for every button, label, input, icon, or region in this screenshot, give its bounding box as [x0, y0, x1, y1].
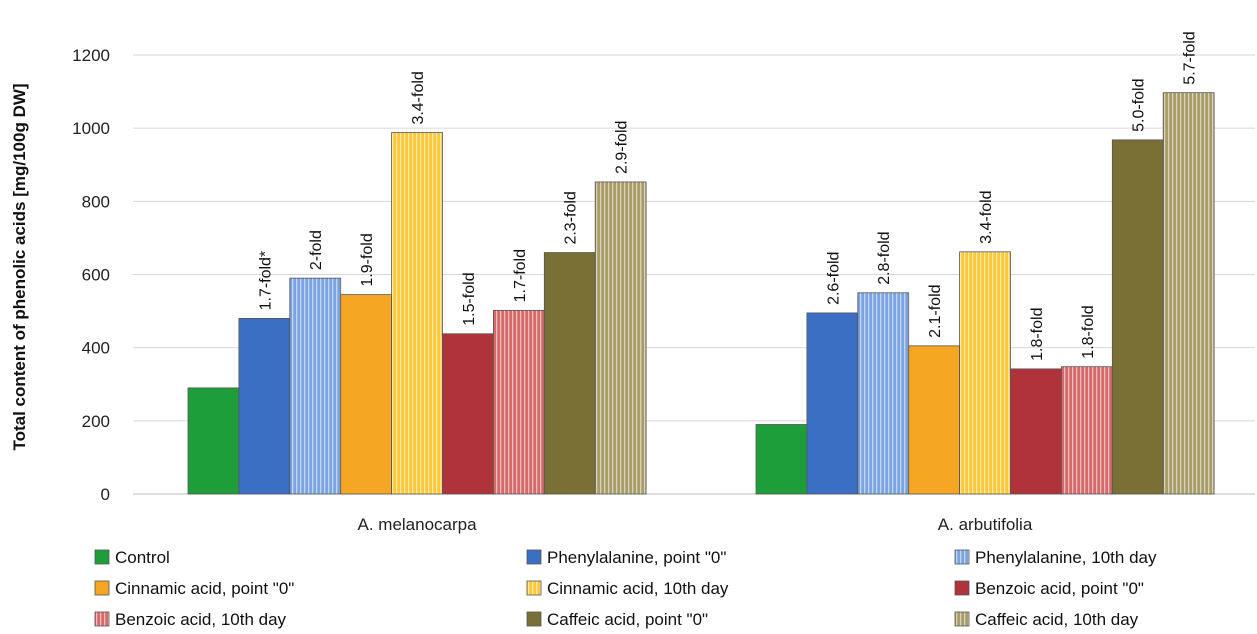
data-label: 2.1-fold — [927, 284, 944, 337]
data-label: 5.0-fold — [1131, 78, 1148, 131]
y-tick-label: 1000 — [72, 119, 110, 138]
bar — [238, 317, 291, 495]
y-tick-label: 600 — [82, 266, 110, 285]
bar — [755, 424, 808, 495]
legend-label: Phenylalanine, 10th day — [975, 548, 1157, 567]
category-label: A. melanocarpa — [358, 515, 478, 534]
bar — [959, 251, 1011, 495]
bar — [289, 277, 342, 495]
data-label: 1.9-fold — [359, 233, 376, 286]
bar — [391, 132, 443, 495]
category-label: A. arbutifolia — [938, 515, 1033, 534]
data-label: 2-fold — [308, 230, 325, 270]
data-label: 5.7-fold — [1182, 31, 1199, 84]
data-label: 1.8-fold — [1080, 305, 1097, 358]
legend-label: Benzoic acid, point "0" — [975, 579, 1144, 598]
legend: Control Phenylalanine, point "0" Phenylala… — [94, 548, 1157, 629]
y-tick-label: 400 — [82, 339, 110, 358]
legend-label: Caffeic acid, point "0" — [547, 610, 708, 629]
bar — [340, 294, 393, 495]
data-label: 1.7-fold* — [257, 251, 274, 311]
data-label: 2.9-fold — [614, 121, 631, 174]
data-label: 3.4-fold — [978, 190, 995, 243]
legend-label: Caffeic acid, 10th day — [975, 610, 1139, 629]
category-labels: A. melanocarpa A. arbutifolia — [358, 515, 1033, 534]
data-label: 2.8-fold — [876, 231, 893, 284]
legend-swatch — [954, 580, 970, 596]
bar — [1010, 368, 1062, 495]
y-tick-label: 800 — [82, 192, 110, 211]
data-labels: 1.7-fold* 2-fold 1.9-fold 3.4-fold 1.5-fold 1… — [257, 31, 1198, 361]
legend-label: Cinnamic acid, 10th day — [547, 579, 729, 598]
bar — [908, 345, 961, 495]
legend-swatch — [954, 611, 970, 627]
legend-swatch — [954, 549, 970, 565]
bar — [806, 312, 859, 495]
bar — [1162, 92, 1215, 495]
legend-swatch — [94, 580, 110, 596]
y-tick-label: 0 — [101, 485, 110, 504]
data-label: 1.7-fold — [512, 249, 529, 302]
data-label: 2.3-fold — [563, 191, 580, 244]
legend-label: Benzoic acid, 10th day — [115, 610, 287, 629]
bar — [187, 387, 240, 495]
legend-swatch — [526, 549, 542, 565]
bar — [857, 292, 910, 495]
data-label: 2.6-fold — [825, 252, 842, 305]
bars — [187, 92, 1215, 495]
data-label: 3.4-fold — [410, 71, 427, 124]
y-tick-label: 1200 — [72, 46, 110, 65]
y-axis-label: Total content of phenolic acids [mg/100g… — [10, 83, 29, 450]
legend-label: Cinnamic acid, point "0" — [115, 579, 294, 598]
y-axis-ticks: 0 200 400 600 800 1000 1200 — [72, 46, 110, 504]
bar — [543, 252, 596, 495]
legend-swatch — [94, 549, 110, 565]
data-label: 1.8-fold — [1029, 308, 1046, 361]
legend-swatch — [526, 580, 542, 596]
legend-label: Control — [115, 548, 170, 567]
bar — [492, 309, 545, 495]
bar — [1111, 139, 1164, 495]
bar — [442, 333, 494, 495]
bar — [594, 181, 647, 495]
legend-swatch — [526, 611, 542, 627]
legend-swatch — [94, 611, 110, 627]
data-label: 1.5-fold — [461, 272, 478, 325]
legend-label: Phenylalanine, point "0" — [547, 548, 726, 567]
bar — [1061, 366, 1113, 495]
y-tick-label: 200 — [82, 412, 110, 431]
